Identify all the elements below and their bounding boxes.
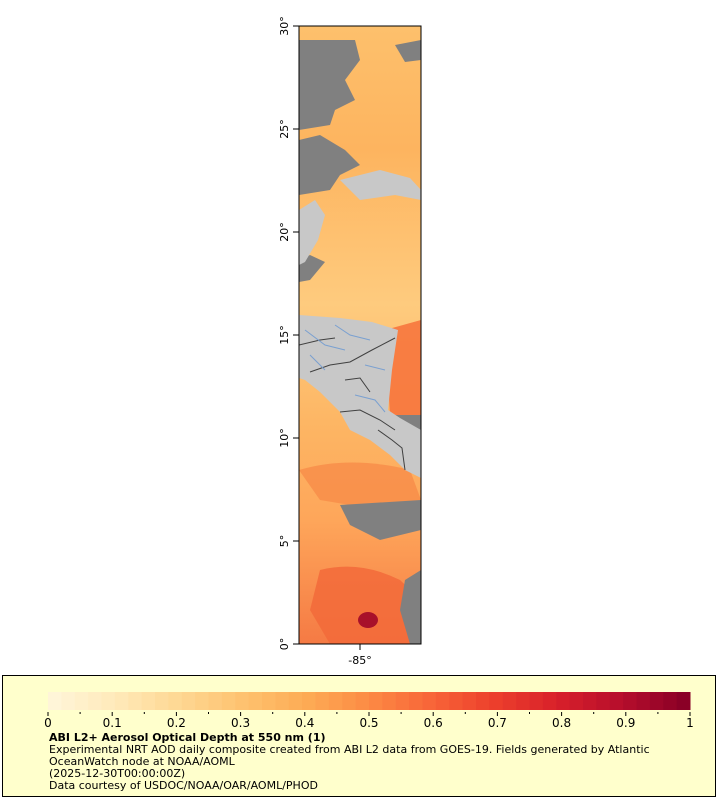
colorbar-cell [596,692,611,710]
colorbar-cell [462,692,477,710]
colorbar-cell [516,692,530,710]
colorbar-cell [74,692,89,710]
colorbar-cell [489,692,504,710]
colorbar-cell [382,692,397,710]
nodata-region [299,40,360,130]
legend-description: Experimental NRT AOD daily composite cre… [49,743,650,768]
colorbar: 0 0.1 0.2 0.3 0.4 0.5 0.6 0.7 0.8 0.9 1 [44,692,694,730]
lat-label: 5° [278,535,291,548]
colorbar-cell [315,692,330,710]
colorbar-cell [435,692,450,710]
colorbar-cell [569,692,584,710]
colorbar-label: 0.5 [359,716,378,730]
nodata-region [400,570,421,644]
colorbar-cell [221,692,236,710]
colorbar-cell [502,692,517,710]
legend-credit: Data courtesy of USDOC/NOAA/OAR/AOML/PHO… [49,779,318,792]
lon-label: -85° [348,654,371,667]
colorbar-label: 0.6 [424,716,443,730]
colorbar-label: 0.3 [231,716,250,730]
colorbar-cell [623,692,637,710]
rivers [304,324,386,413]
colorbar-cell [409,692,423,710]
colorbar-cells [48,692,691,710]
colorbar-label: 0.7 [488,716,507,730]
colorbar-cell [155,692,169,710]
colorbar-cell [529,692,544,710]
colorbar-cell [141,692,156,710]
lat-label: 25° [278,119,291,139]
colorbar-cell [48,692,62,710]
land-mexico-coast [299,200,325,265]
colorbar-cell [583,692,597,710]
colorbar-cell [114,692,129,710]
colorbar-cell [262,692,276,710]
nodata-region [299,255,325,282]
colorbar-cell [676,692,691,710]
colorbar-cell [195,692,209,710]
colorbar-cell [302,692,316,710]
aod-high-patch [310,566,421,644]
colorbar-cell [663,692,678,710]
colorbar-label: 0.2 [167,716,186,730]
longitude-axis: -85° [348,644,372,667]
colorbar-cell [101,692,116,710]
colorbar-cell [609,692,624,710]
colorbar-cell [208,692,223,710]
colorbar-cell [395,692,410,710]
colorbar-label: 0.8 [552,716,571,730]
lat-label: 15° [278,325,291,345]
colorbar-cell [476,692,490,710]
lat-label: 30° [278,16,291,36]
colorbar-label: 1 [686,716,694,730]
legend-title: ABI L2+ Aerosol Optical Depth at 550 nm … [49,731,326,744]
lat-label: 10° [278,428,291,448]
aod-peak [358,612,378,628]
nodata-region [340,500,421,540]
colorbar-cell [369,692,383,710]
colorbar-cell [328,692,343,710]
aod-map[interactable]: 30° 25° 20° 15° 10° 5° 0° -85° [0,0,720,670]
colorbar-label: 0.1 [103,716,122,730]
land-yucatan [340,170,421,200]
colorbar-cell [649,692,664,710]
colorbar-cell [542,692,557,710]
colorbar-label: 0.9 [616,716,635,730]
colorbar-cell [355,692,370,710]
colorbar-cell [342,692,357,710]
colorbar-cell [288,692,303,710]
legend-panel: 0 0.1 0.2 0.3 0.4 0.5 0.6 0.7 0.8 0.9 1 ABI L2+ Ae… [2,675,716,797]
map-area: 30° 25° 20° 15° 10° 5° 0° -85° [0,0,720,670]
colorbar-label: 0 [44,716,52,730]
colorbar-ticks: 0 0.1 0.2 0.3 0.4 0.5 0.6 0.7 0.8 0.9 1 [44,712,694,730]
colorbar-cell [61,692,76,710]
aod-high-patch [299,462,421,510]
colorbar-cell [449,692,464,710]
nodata-region [299,135,360,195]
colorbar-cell [422,692,437,710]
lat-label: 20° [278,222,291,242]
colorbar-cell [636,692,651,710]
lat-label: 0° [278,638,291,651]
legend-text: ABI L2+ Aerosol Optical Depth at 550 nm … [49,732,689,792]
colorbar-cell [181,692,196,710]
nodata-region [395,40,421,62]
colorbar-cell [168,692,183,710]
colorbar-label: 0.4 [295,716,314,730]
colorbar-cell [248,692,263,710]
latitude-axis: 30° 25° 20° 15° 10° 5° 0° [278,16,299,650]
colorbar-cell [128,692,143,710]
map-panel [299,26,421,644]
colorbar-cell [88,692,102,710]
colorbar-cell [556,692,571,710]
country-borders [299,337,406,471]
colorbar-cell [275,692,290,710]
colorbar-cell [235,692,250,710]
legend-time: (2025-12-30T00:00:00Z) [49,767,186,780]
